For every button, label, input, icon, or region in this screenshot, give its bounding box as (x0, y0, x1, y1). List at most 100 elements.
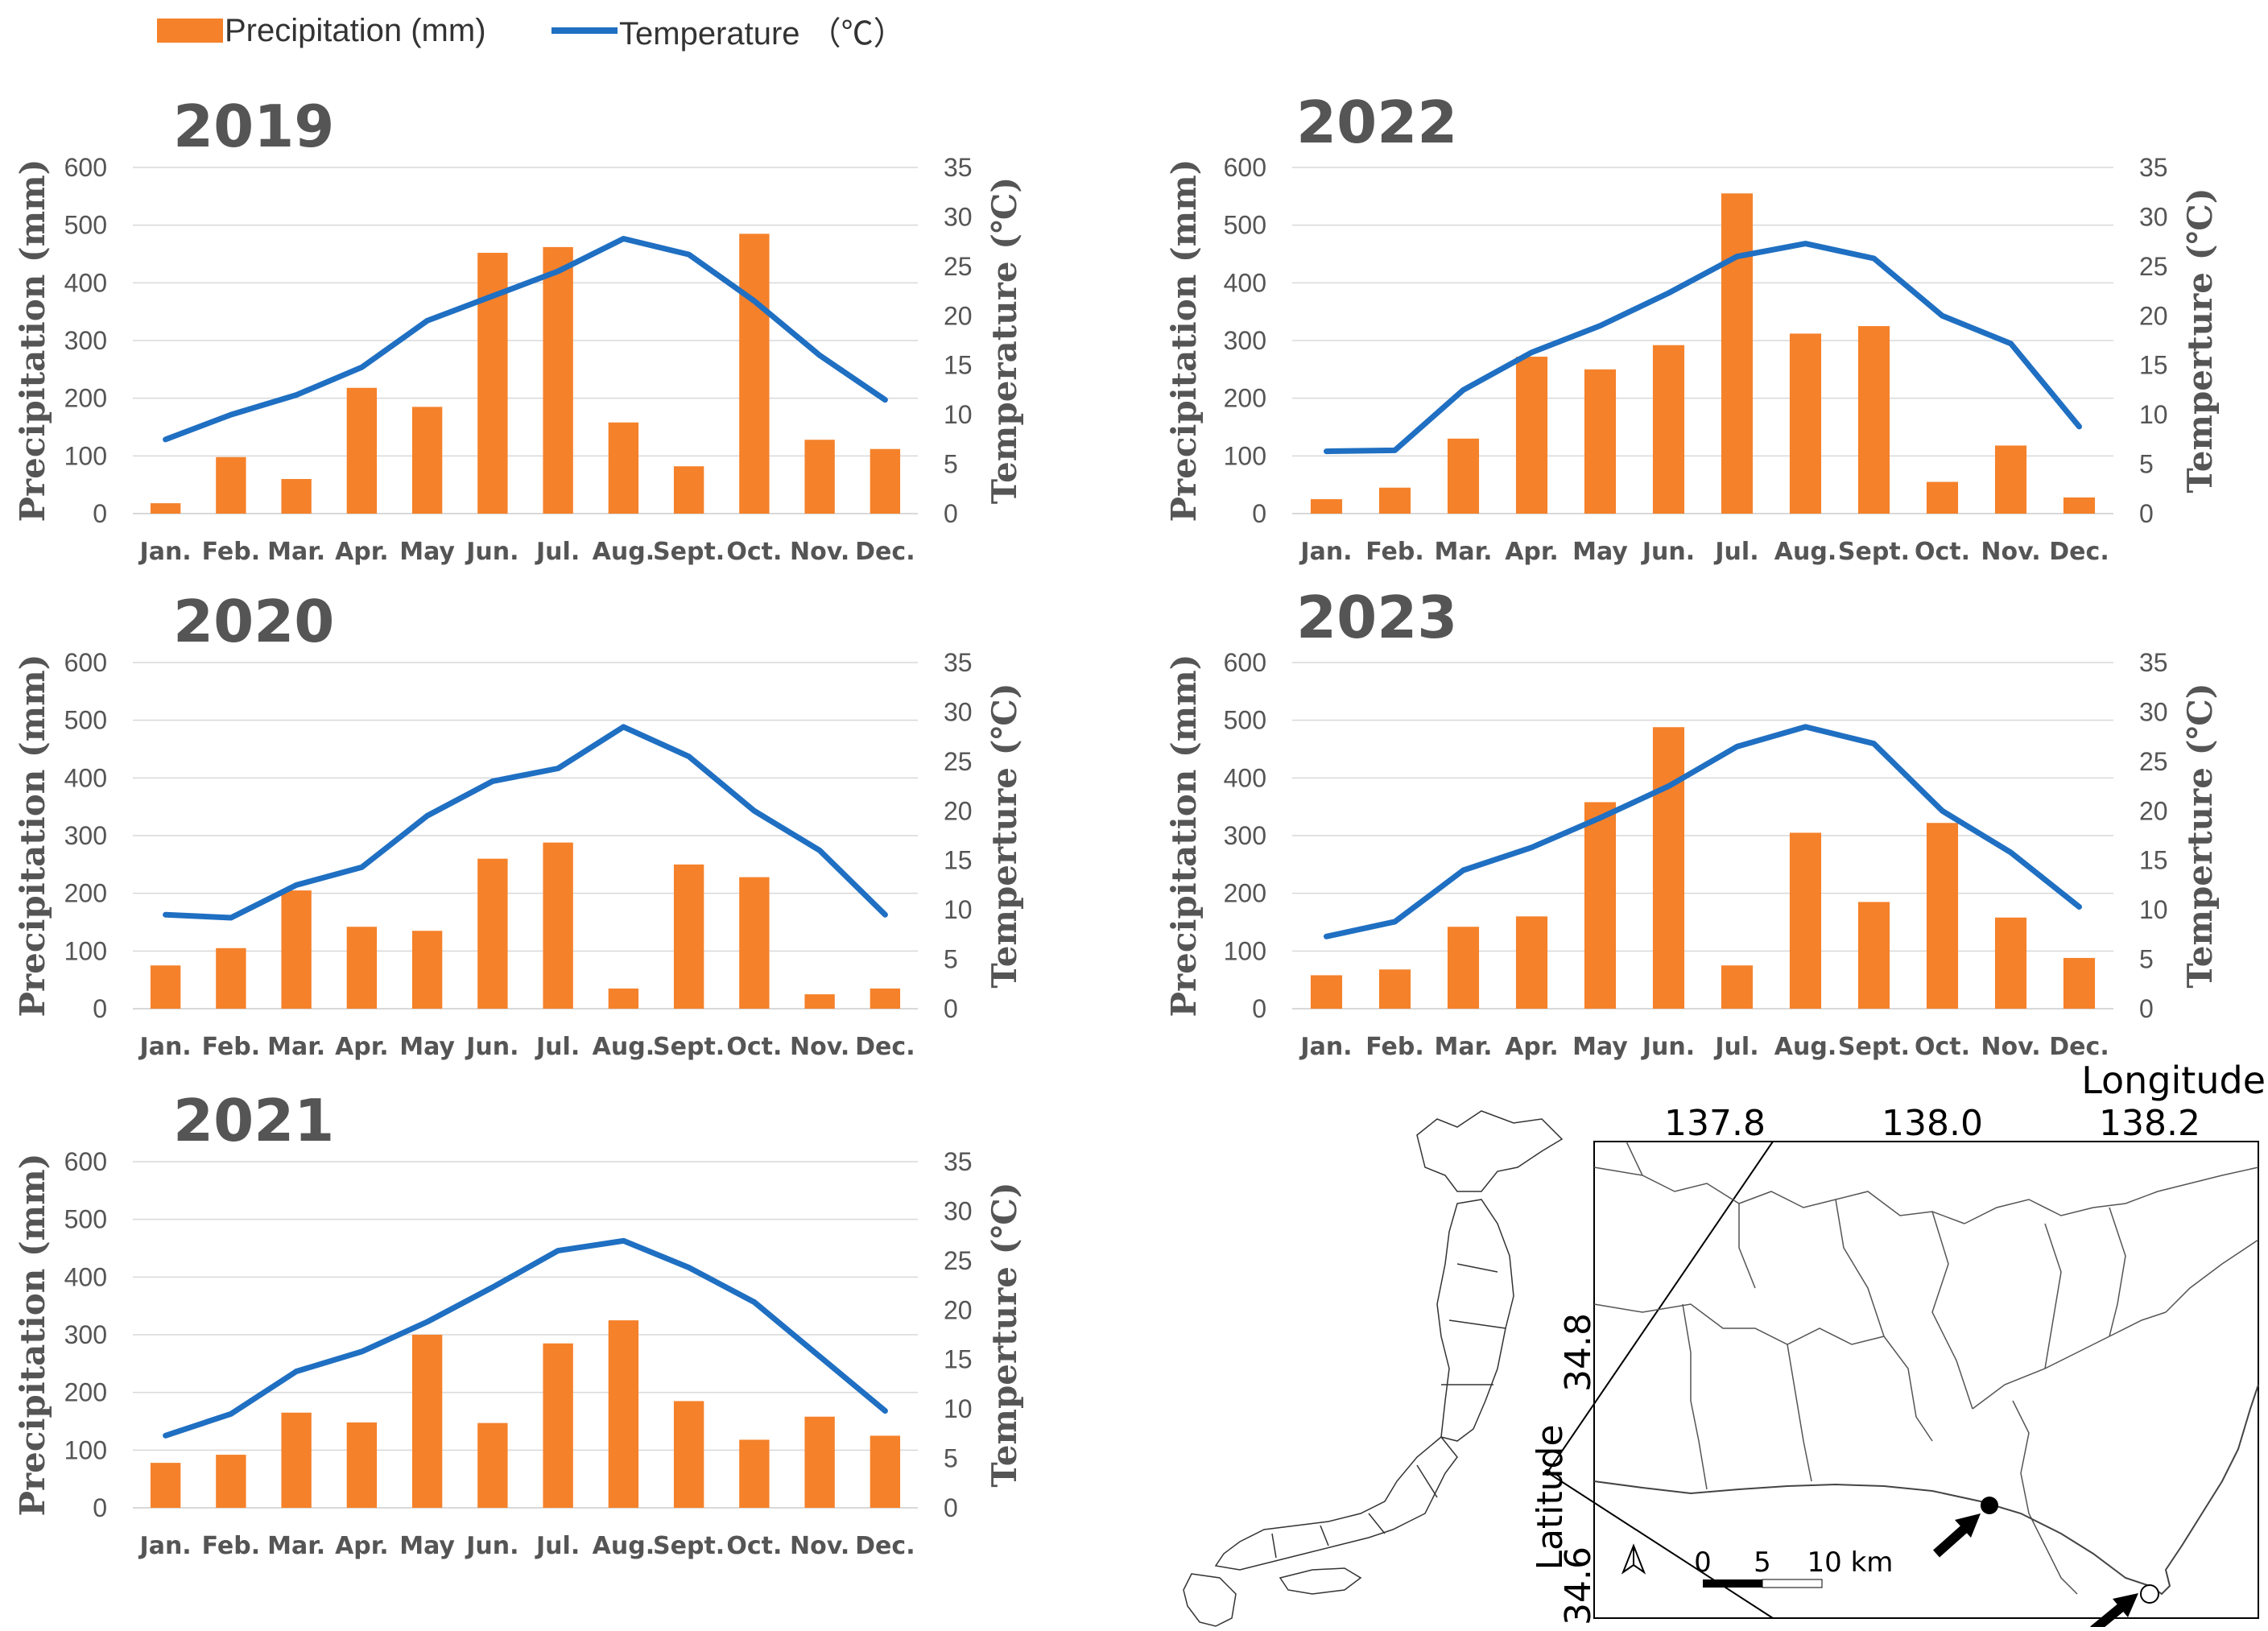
chart-2019-svg: 0 100 200 300 400 500 600 0 5 10 15 20 25 30 35 Jan. Feb… (13, 93, 1024, 566)
precipitation-bar (1789, 333, 1822, 514)
arrow-icon (2090, 1593, 2138, 1631)
y-tick-label: 400 (64, 268, 107, 297)
precipitation-bar (1926, 481, 1959, 514)
y-tick-label: 600 (64, 153, 107, 182)
y-tick-label: 600 (64, 1147, 107, 1176)
precipitation-bar (2063, 497, 2096, 514)
y-axis-title: Precipitation (mm) (1164, 159, 1204, 522)
y2-tick-label: 20 (944, 1295, 973, 1324)
y2-tick-label: 5 (2139, 945, 2154, 974)
y2-tick-label: 10 (944, 1394, 973, 1423)
x-category-label: Mar. (1434, 1033, 1492, 1061)
y-tick-label: 500 (1224, 706, 1266, 735)
x-category-label: Sept. (653, 538, 725, 566)
precipitation-bar (1584, 802, 1617, 1009)
precipitation-bar (673, 864, 704, 1009)
scale-label-5: 5 (1754, 1546, 1771, 1579)
precipitation-bar (543, 1343, 573, 1508)
precipitation-bar (1994, 445, 2027, 514)
precipitation-bar (281, 1412, 312, 1508)
precipitation-bar (1857, 902, 1890, 1009)
precipitation-bar (1652, 345, 1685, 514)
x-category-label: Oct. (1915, 1033, 1970, 1061)
latitude-tick-34-8: 34.8 (1558, 1313, 1599, 1392)
y2-tick-label: 5 (2139, 450, 2154, 479)
chart-2023-svg: 0 100 200 300 400 500 600 0 5 10 15 20 25 30 35 Jan. Feb… (1164, 584, 2220, 1061)
precipitation-bar (150, 1463, 181, 1508)
x-category-label: Feb. (202, 1033, 261, 1061)
latitude-label: Latitude (1530, 1424, 1571, 1570)
x-category-label: Oct. (726, 538, 782, 566)
x-category-label: Mar. (267, 538, 325, 566)
y2-tick-label: 10 (944, 895, 973, 924)
precipitation-bar (1994, 917, 2027, 1009)
y2-tick-label: 0 (2139, 499, 2154, 528)
y2-tick-label: 20 (944, 796, 973, 825)
x-category-label: May (399, 1532, 455, 1560)
y2-tick-label: 35 (2139, 153, 2168, 182)
x-category-label: Nov. (790, 1033, 849, 1061)
x-category-label: Apr. (1505, 1033, 1559, 1061)
chart-2021: 0 100 200 300 400 500 600 0 5 10 15 20 25 30 35 Jan. Feb… (0, 1067, 1071, 1582)
y-tick-label: 600 (1224, 153, 1266, 182)
x-category-label: Jul. (535, 538, 580, 566)
y2-tick-label: 0 (944, 1493, 958, 1522)
chart-legend: Precipitation (mm) Temperature （℃） (157, 6, 962, 55)
x-category-label: Jun. (465, 538, 518, 566)
precipitation-bar (1515, 916, 1548, 1009)
y-tick-label: 0 (1252, 499, 1266, 528)
x-category-label: Mar. (267, 1532, 325, 1560)
y-axis-title: Precipitation (mm) (13, 1153, 52, 1516)
precipitation-bar (1515, 357, 1548, 514)
x-category-label: Apr. (335, 1532, 389, 1560)
y2-tick-label: 0 (944, 994, 958, 1023)
precipitation-bar (608, 1320, 639, 1508)
x-category-label: Jul. (1713, 538, 1758, 566)
x-category-label: Aug. (1774, 538, 1836, 566)
coastline (1593, 1384, 2259, 1596)
x-category-label: Feb. (1365, 538, 1424, 566)
x-category-label: Jan. (138, 1033, 192, 1061)
y2-tick-label: 25 (944, 252, 973, 281)
y2-tick-label: 20 (2139, 796, 2168, 825)
precipitation-bar (543, 246, 573, 514)
sampling-site-filled (1981, 1497, 1998, 1514)
location-map: 0 5 10 km Longitude 137.8 138.0 138.2 La… (1079, 1059, 2268, 1631)
precipitation-bar (216, 456, 246, 514)
y-tick-label: 300 (64, 1320, 107, 1349)
latitude-tick-34-6: 34.6 (1558, 1546, 1599, 1625)
y-axis-title: Precipitation (mm) (1164, 654, 1204, 1017)
y-tick-label: 0 (93, 1493, 107, 1522)
y2-tick-label: 15 (2139, 351, 2168, 380)
x-category-label: Nov. (1981, 538, 2040, 566)
y2-tick-label: 25 (944, 1246, 973, 1275)
y2-tick-label: 35 (944, 1147, 973, 1176)
legend-precipitation-label: Precipitation (mm) (225, 12, 486, 48)
x-category-label: Jun. (1641, 1033, 1695, 1061)
chart-2020: 0 100 200 300 400 500 600 0 5 10 15 20 25 30 35 Jan. Feb… (0, 568, 1071, 1083)
precipitation-bar (1652, 727, 1685, 1009)
x-category-label: Nov. (790, 538, 849, 566)
zoom-connector-top (1547, 1141, 1774, 1473)
x-category-label: Aug. (593, 1532, 655, 1560)
scale-bar-light (1762, 1579, 1823, 1588)
precipitation-bar (608, 988, 639, 1009)
y2-tick-label: 30 (944, 697, 973, 726)
legend-line-swatch (552, 27, 618, 34)
x-category-label: Jan. (1299, 538, 1352, 566)
precipitation-bar (411, 407, 443, 514)
precipitation-bar (1926, 823, 1959, 1009)
y2-axis-title: Temperture (℃) (2180, 683, 2220, 988)
precipitation-bar (346, 927, 378, 1009)
precipitation-bar (1310, 499, 1343, 514)
x-category-label: Jan. (1299, 1033, 1352, 1061)
precipitation-bar (543, 842, 573, 1009)
inset-map-frame (1593, 1141, 2259, 1619)
y-tick-label: 200 (64, 879, 107, 908)
y-tick-label: 100 (64, 441, 107, 470)
precipitation-bar (150, 503, 181, 514)
chart-2021-svg: 0 100 200 300 400 500 600 0 5 10 15 20 25 30 35 Jan. Feb… (13, 1087, 1024, 1560)
y-tick-label: 300 (64, 821, 107, 850)
y2-tick-label: 20 (944, 301, 973, 330)
precipitation-bar (739, 1439, 770, 1508)
